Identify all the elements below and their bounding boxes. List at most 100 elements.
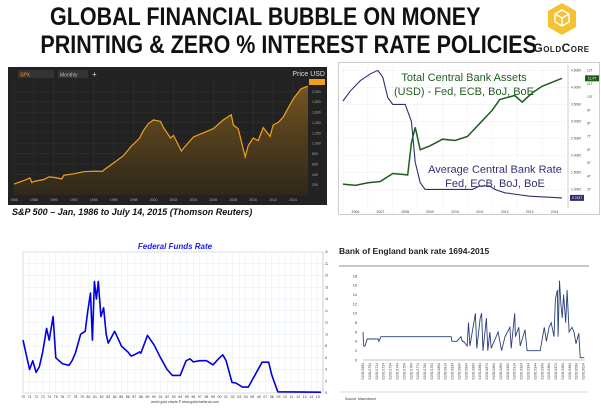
x-tick-label: 99 [211, 395, 215, 399]
assets-badge-text: 11.4T [588, 77, 596, 81]
x-tick-label: 01/01/1874 [485, 363, 489, 380]
fed-funds-line [22, 280, 322, 393]
x-tick-label: 2012 [269, 198, 277, 202]
chart-footer: world gold charts ® www.goldchartsrus.co… [151, 400, 219, 404]
x-tick-label: 01/01/1724 [382, 363, 386, 380]
x-tick-label: 01/01/1944 [533, 363, 537, 380]
y-tick-label: 24 [325, 250, 328, 254]
x-tick-label: 88 [139, 395, 143, 399]
right-y-tick-label: 4T [587, 174, 591, 178]
sp500-chart: SPX Monthly + Price USD 1986 1988 1990 1992… [8, 67, 327, 205]
y-tick-label: 20 [325, 274, 328, 278]
add-plus-icon[interactable]: + [92, 70, 97, 79]
x-tick-label: 01/01/1794 [430, 363, 434, 380]
x-tick-label: 01/01/2004 [575, 363, 579, 380]
x-tick-label: 04 [244, 395, 248, 399]
y-tick-label: 4 [325, 368, 327, 372]
rate-badge [570, 194, 584, 201]
headline-line-1: GLOBAL FINANCIAL BUBBLE ON MONEY [0, 3, 530, 32]
x-tick-label: 06 [257, 395, 261, 399]
x-tick-label: 87 [132, 395, 136, 399]
x-tick-label: 2009 [426, 210, 434, 214]
sp500-caption: S&P 500 – Jan, 1986 to July 14, 2015 (Th… [12, 207, 253, 217]
x-tick-label: 2012 [501, 210, 509, 214]
y-tick-label: 1,800 [312, 100, 321, 104]
x-tick-label: 01/01/1984 [561, 363, 565, 380]
x-tick-label: 75 [54, 395, 58, 399]
x-tick-label: 01/01/1824 [451, 363, 455, 380]
headline-line-1-text: GLOBAL FINANCIAL BUBBLE ON MONEY [49, 3, 481, 31]
central-bank-chart: Total Central Bank Assets (USD) - Fed, E… [338, 62, 600, 215]
y-tick-label: 16 [353, 284, 357, 288]
rate-label: Average Central Bank Rate [428, 164, 562, 176]
x-tick-label: 01/01/1744 [395, 363, 399, 380]
x-tick-label: 2002 [170, 198, 178, 202]
y-axis-label: Price USD [292, 71, 325, 78]
toolbar-symbol[interactable]: SPX [20, 73, 31, 79]
x-tick-label: 2004 [189, 198, 197, 202]
x-tick-label: 01/01/1714 [375, 363, 379, 380]
x-tick-label: 97 [198, 395, 202, 399]
left-y-tick-label: 2.5000 [571, 137, 581, 141]
x-tick-label: 2014 [551, 210, 559, 214]
right-y-tick-label: 6T [587, 148, 591, 152]
current-price-badge [309, 79, 325, 85]
x-tick-label: 01/01/1784 [423, 363, 427, 380]
x-tick-label: 14 [309, 395, 313, 399]
x-tick-label: 03 [237, 395, 241, 399]
x-tick-label: 01/01/1924 [520, 363, 524, 380]
x-tick-label: 89 [146, 395, 150, 399]
y-tick-label: 600 [312, 162, 318, 166]
y-tick-label: 4 [355, 340, 357, 344]
x-tick-label: 86 [126, 395, 130, 399]
x-tick-label: 01/01/1844 [464, 363, 468, 380]
y-tick-label: 800 [312, 152, 318, 156]
y-tick-label: 1,200 [312, 131, 321, 135]
left-y-tick-label: 3.0000 [571, 120, 581, 124]
x-tick-label: 1994 [90, 198, 98, 202]
y-tick-label: 14 [353, 293, 357, 297]
x-tick-label: 81 [93, 395, 97, 399]
x-tick-label: 01/01/2014 [582, 363, 586, 380]
y-tick-label: 6 [325, 356, 327, 360]
boe-rate-line [362, 280, 585, 359]
right-y-tick-label: 5T [587, 161, 591, 165]
x-tick-label: 15 [316, 395, 320, 399]
x-tick-label: 90 [152, 395, 156, 399]
x-tick-label: 83 [106, 395, 110, 399]
rate-badge-text: 0.7437 [572, 196, 582, 200]
x-tick-label: 01/01/1814 [444, 363, 448, 380]
x-tick-label: 01/01/1854 [471, 363, 475, 380]
rate-sub-label: Fed, ECB, BoJ, BoE [445, 178, 545, 190]
x-tick-label: 01/01/1804 [437, 363, 441, 380]
assets-sub-label: (USD) - Fed, ECB, BoJ, BoE [394, 86, 534, 98]
left-y-tick-label: 1.5000 [571, 171, 581, 175]
x-tick-label: 80 [87, 395, 91, 399]
x-tick-label: 78 [73, 395, 77, 399]
chart-source: Source: Macrobond [345, 397, 376, 401]
right-y-tick-label: 8T [587, 121, 591, 125]
y-tick-label: 18 [325, 285, 328, 289]
y-tick-label: 2 [355, 349, 357, 353]
chart-title: Bank of England bank rate 1694-2015 [339, 246, 489, 256]
y-tick-label: 1,000 [312, 142, 321, 146]
x-tick-label: 1992 [70, 198, 78, 202]
x-tick-label: 12 [296, 395, 300, 399]
x-tick-label: 01/01/1914 [513, 363, 517, 380]
x-tick-label: 77 [67, 395, 71, 399]
y-tick-label: 2 [325, 379, 327, 383]
toolbar-interval[interactable]: Monthly [60, 73, 78, 79]
x-tick-label: 11 [290, 395, 294, 399]
x-tick-label: 07 [263, 395, 267, 399]
x-tick-label: 85 [119, 395, 123, 399]
x-tick-label: 01/01/1904 [506, 363, 510, 380]
right-y-tick-label: 11T [587, 82, 592, 86]
y-tick-label: 12 [353, 302, 357, 306]
x-tick-label: 73 [41, 395, 45, 399]
fed-funds-chart: Federal Funds Rate Jul-10 2015 Close = 0… [15, 240, 329, 404]
goldcore-logo: GoldCore [522, 2, 601, 60]
x-tick-label: 2006 [352, 210, 360, 214]
x-tick-label: 2006 [209, 198, 217, 202]
x-tick-label: 13 [303, 395, 307, 399]
y-tick-label: 8 [325, 344, 327, 348]
